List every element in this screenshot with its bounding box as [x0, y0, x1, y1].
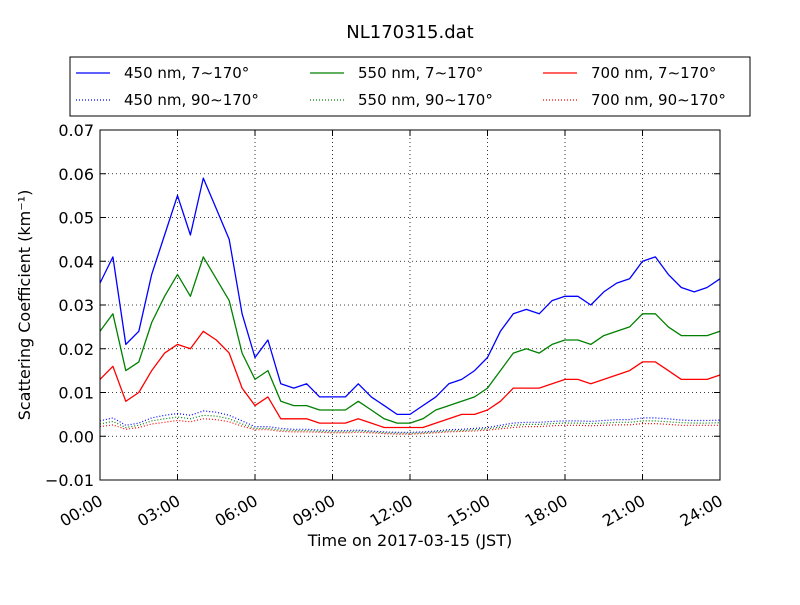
y-axis-label: Scattering Coefficient (km⁻¹) [15, 190, 34, 421]
x-axis-label: Time on 2017-03-15 (JST) [307, 531, 512, 550]
plot-area [99, 177, 721, 435]
y-tick-label: 0.02 [58, 340, 94, 359]
legend-box [69, 56, 751, 117]
y-tick-label: 0.03 [58, 296, 94, 315]
y-tick-label: 0.05 [58, 209, 94, 228]
y-tick-label: 0.00 [58, 427, 94, 446]
y-tick-label: −0.01 [45, 471, 94, 490]
grid-lines [100, 130, 720, 480]
legend-label-5: 700 nm, 90∼170° [591, 91, 726, 109]
series-line-2 [99, 256, 721, 424]
y-tick-label: 0.07 [58, 121, 94, 140]
y-tick-label: 0.04 [58, 252, 94, 271]
chart-title: NL170315.dat [346, 22, 473, 43]
series-line-1 [99, 410, 721, 433]
legend: 450 nm, 7∼170° 550 nm, 7∼170° 700 nm, 7∼17… [69, 56, 751, 117]
legend-label-4: 700 nm, 7∼170° [591, 64, 716, 82]
legend-label-2: 550 nm, 7∼170° [358, 64, 483, 82]
series-line-5 [99, 418, 720, 435]
series-line-0 [99, 177, 721, 416]
y-tick-label: 0.01 [58, 384, 94, 403]
y-axis-ticks: −0.01 0.00 0.01 0.02 0.03 0.04 0.05 0.06 0.07 [45, 121, 720, 490]
legend-label-0: 450 nm, 7∼170° [124, 64, 249, 82]
series-line-4 [99, 330, 721, 429]
y-tick-label: 0.06 [58, 165, 94, 184]
legend-label-1: 450 nm, 90∼170° [124, 91, 259, 109]
series-line-3 [99, 414, 721, 434]
legend-label-3: 550 nm, 90∼170° [358, 91, 493, 109]
